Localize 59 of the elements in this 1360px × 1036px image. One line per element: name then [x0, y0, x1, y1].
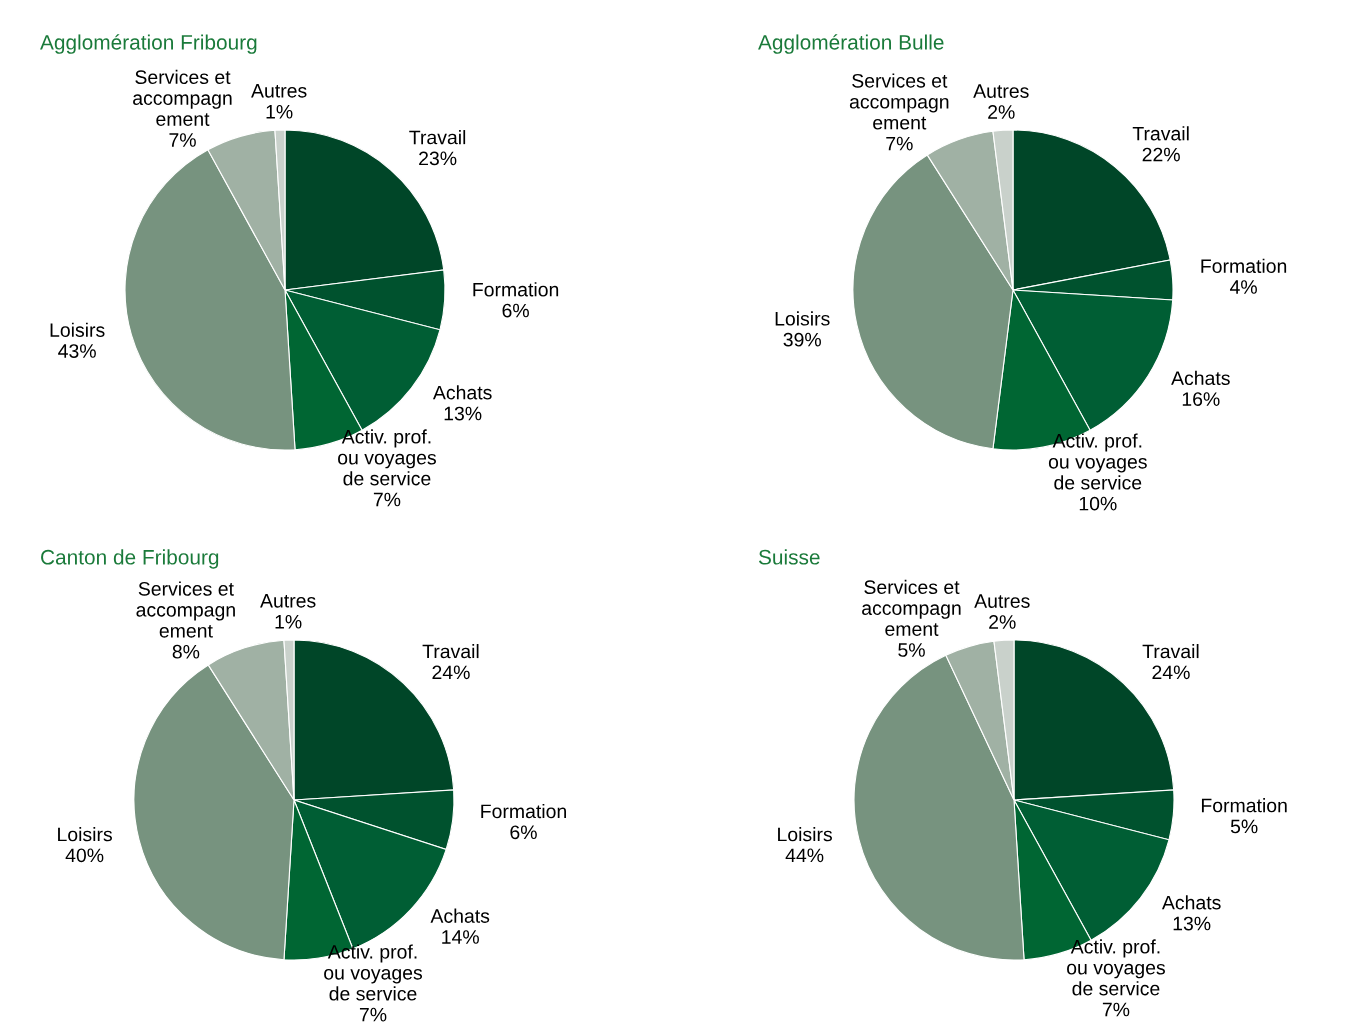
data-label: 8% [172, 644, 200, 659]
slice-label: Activ. prof. ou voyages de service [1067, 939, 1165, 996]
slice-label: Formation [481, 803, 566, 819]
data-label: 24% [1152, 665, 1190, 680]
data-label: 5% [1230, 819, 1258, 834]
data-label: 13% [1173, 916, 1211, 931]
slice-label: Autres [260, 594, 316, 608]
data-label: 6% [510, 825, 537, 840]
slice-label: Travail [1132, 126, 1189, 141]
slice-label: Services et accompagn ement [862, 579, 961, 636]
slice-label: Loisirs [775, 311, 830, 326]
slice-label: Achats [1161, 895, 1221, 910]
data-label: 7% [1102, 1002, 1130, 1017]
data-label: 14% [442, 930, 479, 944]
slice-label: Formation [473, 282, 559, 297]
data-label: 1% [275, 614, 302, 629]
data-label: 7% [373, 492, 401, 507]
slice-label: Achats [432, 385, 492, 400]
data-label: 10% [1079, 496, 1117, 511]
data-label: 22% [1142, 147, 1180, 162]
data-label: 7% [169, 133, 196, 147]
data-label: 1% [266, 104, 293, 119]
slice-label: Services et accompagn ement [849, 73, 949, 130]
data-label: 16% [1182, 392, 1220, 406]
data-label: 23% [419, 151, 457, 166]
data-label: 7% [359, 1007, 387, 1022]
slice-label: Achats [430, 908, 490, 923]
chart-title: Canton de Fribourg [41, 549, 219, 569]
data-label: 40% [65, 848, 104, 863]
slice-label: Loisirs [778, 827, 832, 842]
chart-title: Agglomération Fribourg [40, 34, 257, 54]
data-label: 6% [502, 303, 529, 318]
slice-label: Services et accompagn ement [133, 69, 232, 126]
slice-label: Activ. prof. ou voyages de service [338, 429, 436, 486]
data-label: 24% [432, 665, 470, 680]
data-label: 4% [1229, 280, 1257, 294]
data-label: 39% [783, 332, 821, 347]
chart-title: Agglomération Bulle [758, 34, 944, 54]
slice-label: Travail [422, 644, 479, 659]
slice-label: Formation [1201, 258, 1287, 273]
data-label: 7% [886, 136, 913, 151]
slice-label: Formation [1201, 798, 1287, 813]
slice-label: Loisirs [58, 827, 112, 842]
data-label: 2% [989, 615, 1016, 629]
slice-label: Services et accompagn ement [136, 581, 235, 638]
slice-label: Travail [409, 130, 466, 145]
slice-label: Autres [251, 84, 307, 98]
data-label: 43% [58, 344, 96, 358]
slice-label: Achats [1171, 370, 1230, 386]
data-label: 2% [988, 105, 1015, 119]
data-label: 5% [898, 643, 925, 657]
slice-label: Activ. prof. ou voyages de service [1048, 433, 1147, 490]
data-label: 44% [785, 848, 824, 863]
slice-label: Loisirs [50, 322, 105, 337]
slice-label: Autres [973, 84, 1029, 98]
data-label: 13% [444, 406, 482, 421]
slice-label: Travail [1142, 644, 1199, 659]
chart-title: Suisse [758, 549, 820, 565]
slice-label: Autres [974, 594, 1030, 608]
